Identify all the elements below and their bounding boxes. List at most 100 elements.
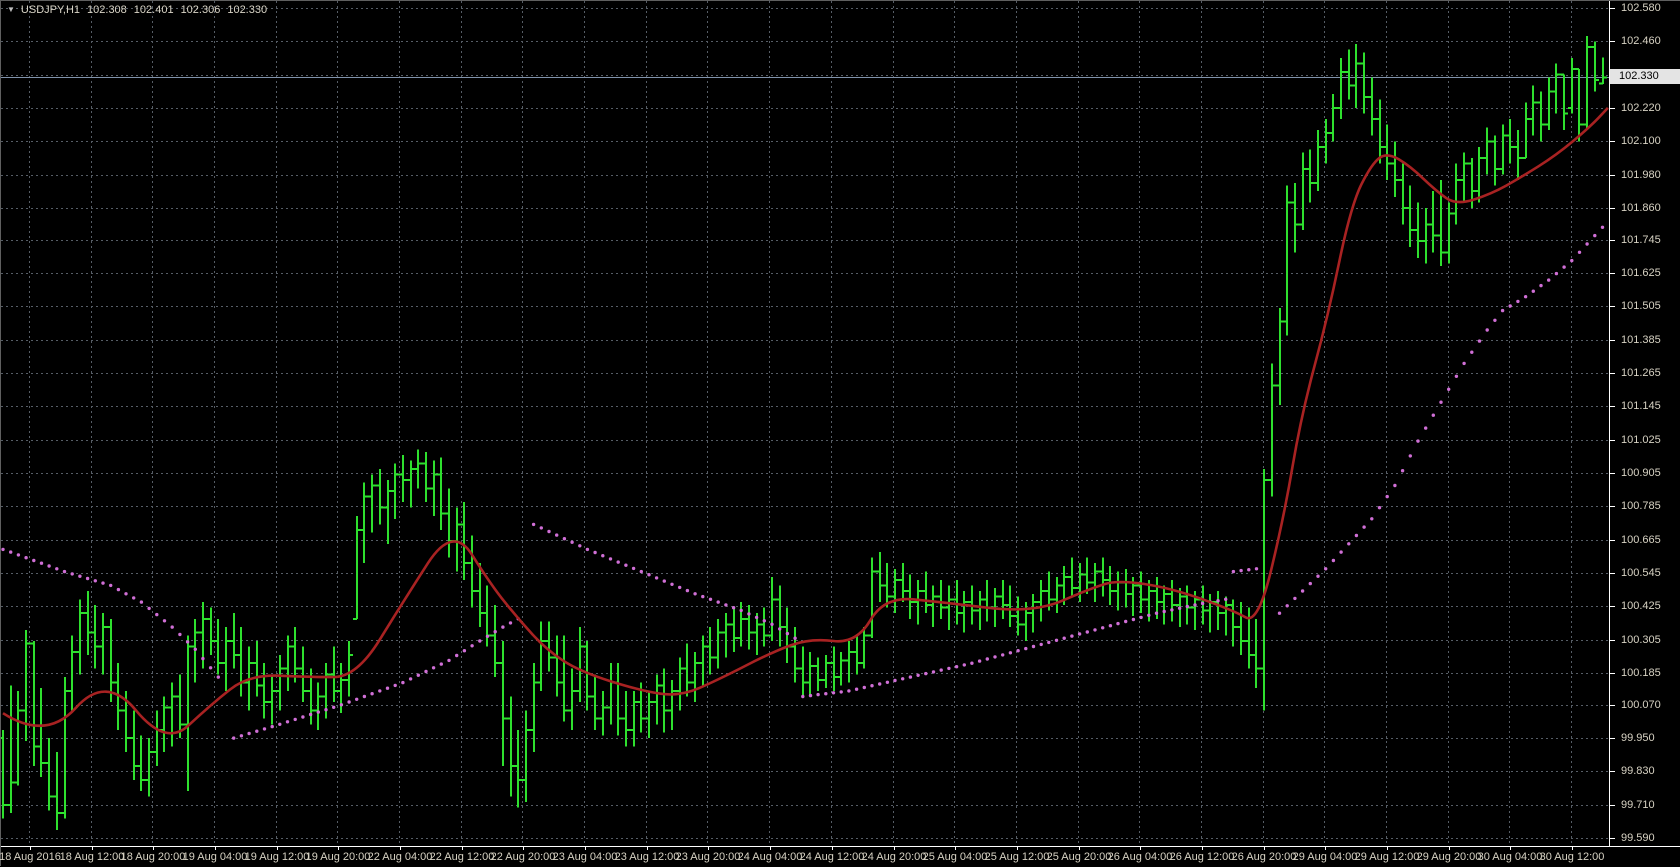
price-label: 102.100 [1621, 135, 1661, 147]
price-tick [1610, 175, 1615, 176]
price-label: 101.745 [1621, 234, 1661, 246]
time-tick [30, 847, 31, 850]
price-tick [1610, 705, 1615, 706]
price-label: 102.580 [1621, 2, 1661, 14]
time-tick [585, 847, 586, 850]
time-tick [647, 847, 648, 850]
price-label: 100.905 [1621, 467, 1661, 479]
chart-open-value: 102.308 [87, 4, 127, 16]
price-tick [1610, 208, 1615, 209]
time-tick [153, 847, 154, 850]
price-label: 102.220 [1621, 102, 1661, 114]
grid-lines [1, 1, 1609, 846]
time-label: 23 Aug 04:00 [552, 851, 618, 863]
chart-symbol-period: USDJPY,H1 [20, 4, 81, 16]
time-tick [1202, 847, 1203, 850]
time-tick [770, 847, 771, 850]
price-chart[interactable] [1, 1, 1609, 846]
price-tick [1610, 606, 1615, 607]
time-label: 25 Aug 12:00 [984, 851, 1050, 863]
time-label: 19 Aug 12:00 [244, 851, 310, 863]
price-label: 100.545 [1621, 567, 1661, 579]
time-tick [400, 847, 401, 850]
time-label: 18 Aug 12:00 [59, 851, 125, 863]
price-label: 101.385 [1621, 334, 1661, 346]
price-label: 101.625 [1621, 267, 1661, 279]
price-label: 101.025 [1621, 434, 1661, 446]
price-tick [1610, 540, 1615, 541]
time-label: 23 Aug 20:00 [675, 851, 741, 863]
chart-high-value: 102.401 [133, 4, 174, 16]
price-tick [1610, 640, 1615, 641]
time-label: 26 Aug 12:00 [1169, 851, 1235, 863]
time-tick [708, 847, 709, 850]
price-tick [1610, 440, 1615, 441]
price-tick [1610, 306, 1615, 307]
time-label: 26 Aug 04:00 [1107, 851, 1173, 863]
time-label: 24 Aug 20:00 [861, 851, 927, 863]
price-label: 101.860 [1621, 202, 1661, 214]
time-tick [523, 847, 524, 850]
price-tick [1610, 473, 1615, 474]
price-tick [1610, 805, 1615, 806]
time-label: 26 Aug 20:00 [1231, 851, 1297, 863]
price-label: 100.305 [1621, 634, 1661, 646]
time-tick [955, 847, 956, 850]
time-tick [1017, 847, 1018, 850]
price-tick [1610, 673, 1615, 674]
time-label: 24 Aug 04:00 [737, 851, 803, 863]
time-tick [1325, 847, 1326, 850]
time-tick [1387, 847, 1388, 850]
time-label: 19 Aug 04:00 [182, 851, 248, 863]
current-price-label: 102.330 [1610, 69, 1680, 84]
time-label: 25 Aug 20:00 [1046, 851, 1112, 863]
time-tick [462, 847, 463, 850]
price-label: 101.265 [1621, 367, 1661, 379]
price-axis[interactable]: 102.330 102.580 102.460 102.220 102.100 101.… [1609, 1, 1680, 847]
price-tick [1610, 373, 1615, 374]
time-tick [1079, 847, 1080, 850]
price-label: 100.665 [1621, 534, 1661, 546]
chart-plot-area[interactable]: ▼ USDJPY,H1 102.308 102.401 102.306 102.330 [1, 1, 1609, 846]
moving-average-line [2, 107, 1609, 735]
price-label: 99.710 [1621, 799, 1655, 811]
time-label: 19 Aug 20:00 [305, 851, 371, 863]
time-tick [277, 847, 278, 850]
time-axis[interactable]: 18 Aug 2016 18 Aug 12:00 18 Aug 20:00 19 Au… [0, 846, 1680, 867]
price-label: 100.425 [1621, 600, 1661, 612]
price-tick [1610, 41, 1615, 42]
time-label: 18 Aug 20:00 [120, 851, 186, 863]
price-tick [1610, 8, 1615, 9]
time-label: 30 Aug 12:00 [1539, 851, 1605, 863]
time-tick [832, 847, 833, 850]
time-label: 22 Aug 04:00 [367, 851, 433, 863]
time-label: 29 Aug 12:00 [1354, 851, 1420, 863]
time-tick [1572, 847, 1573, 850]
time-label: 24 Aug 12:00 [799, 851, 865, 863]
time-tick [894, 847, 895, 850]
price-label: 100.070 [1621, 699, 1661, 711]
parabolic-sar-dots [1, 225, 1605, 740]
price-tick [1610, 771, 1615, 772]
time-label: 29 Aug 04:00 [1292, 851, 1358, 863]
time-label: 18 Aug 2016 [0, 851, 61, 863]
price-tick [1610, 406, 1615, 407]
price-tick [1610, 738, 1615, 739]
time-label: 25 Aug 04:00 [922, 851, 988, 863]
price-label: 101.145 [1621, 400, 1661, 412]
time-tick [92, 847, 93, 850]
price-label: 102.460 [1621, 35, 1661, 47]
chart-dropdown-triangle-icon[interactable]: ▼ [7, 5, 15, 14]
price-label: 99.830 [1621, 765, 1655, 777]
time-tick [1449, 847, 1450, 850]
price-tick [1610, 573, 1615, 574]
chart-low-value: 102.306 [180, 4, 221, 16]
time-label: 22 Aug 12:00 [429, 851, 495, 863]
time-tick [215, 847, 216, 850]
time-tick [1140, 847, 1141, 850]
time-label: 30 Aug 04:00 [1477, 851, 1543, 863]
time-tick [1264, 847, 1265, 850]
price-tick [1610, 838, 1615, 839]
time-label: 29 Aug 20:00 [1416, 851, 1482, 863]
time-tick [1510, 847, 1511, 850]
